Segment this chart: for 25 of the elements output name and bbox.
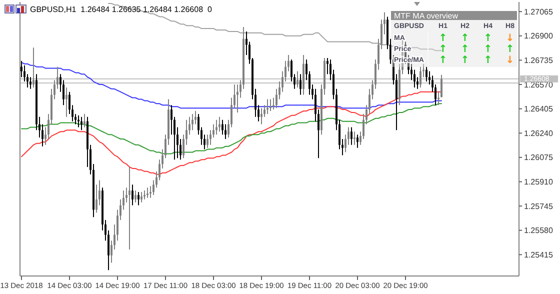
text: ↑ — [460, 55, 470, 66]
text: ↓ — [506, 33, 514, 44]
y-tick-label: 1.26735 — [524, 56, 554, 65]
y-tick-label: 1.26900 — [524, 32, 554, 41]
chart-title: GBPUSD,H1 1.26484 1.26635 1.26484 1.26608 0 — [30, 5, 212, 14]
text: ↑ — [484, 44, 492, 55]
y-tick-label: 1.26075 — [524, 153, 554, 162]
y-tick-label: 1.26240 — [524, 128, 554, 138]
text: ↑ — [506, 44, 514, 55]
y-tick-label: 1.26405 — [524, 104, 554, 114]
text: ↑ — [460, 33, 470, 44]
text: ↑ — [438, 55, 448, 66]
y-tick-label: 1.25745 — [524, 202, 554, 211]
y-tick-label: 1.25415 — [524, 250, 554, 260]
text: ↑ — [484, 33, 492, 44]
text: ↑ — [484, 55, 492, 66]
y-tick-label: 1.25910 — [524, 178, 554, 187]
text: ↑ — [438, 33, 448, 44]
y-tick-label: 1.25580 — [524, 226, 554, 236]
text: ↓ — [506, 55, 514, 66]
text: MTF MA overview — [394, 12, 458, 20]
text: ↑ — [460, 44, 470, 55]
text: ↑ — [438, 44, 448, 55]
y-tick-label: 1.26570 — [524, 80, 554, 90]
y-tick-label: 1.27065 — [524, 7, 554, 16]
